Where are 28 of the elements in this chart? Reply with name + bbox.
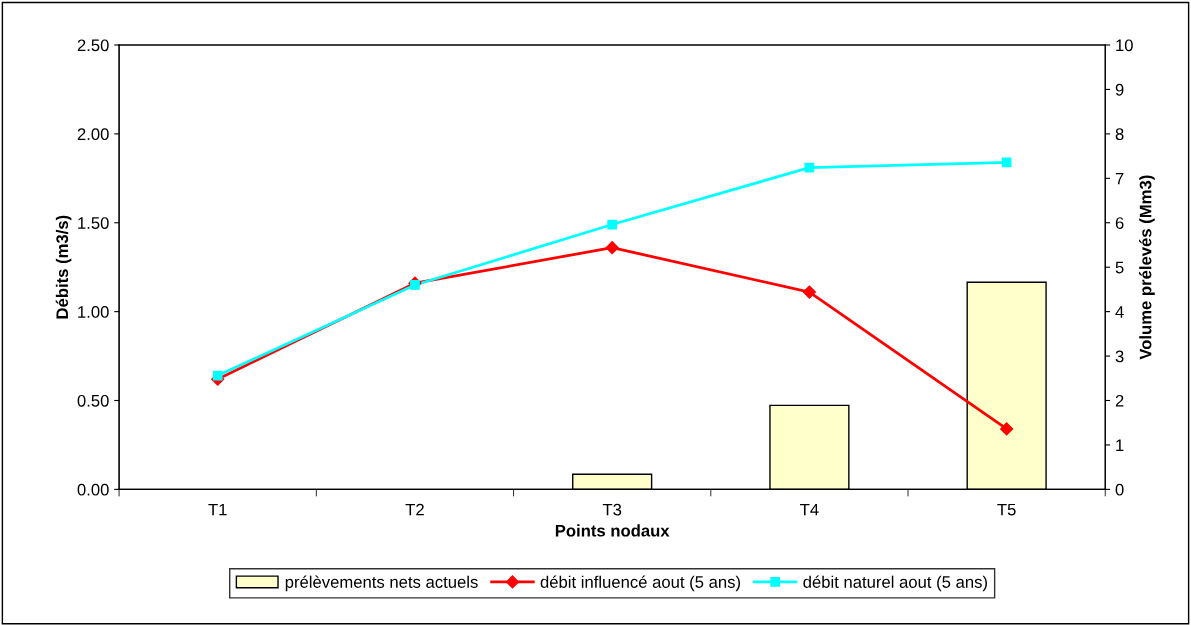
y2-tick-label: 6 — [1115, 217, 1124, 229]
y2-tick-label: 10 — [1116, 39, 1133, 52]
y2-tick-label: 5 — [1115, 261, 1124, 274]
x-tick-label: T5 — [997, 503, 1016, 516]
y2-tick-label: 8 — [1115, 128, 1124, 141]
x-axis-title: Points nodaux — [555, 524, 670, 537]
y-tick-label: 1.50 — [78, 217, 109, 229]
x-tick-label: T2 — [405, 503, 424, 516]
legend-label: débit influencé aout (5 ans) — [540, 575, 740, 592]
y-tick-label: 2.50 — [77, 39, 109, 52]
y-tick-label: 0.50 — [77, 394, 109, 407]
y-tick-label: 1.00 — [78, 306, 109, 318]
y2-tick-label: 2 — [1115, 394, 1124, 407]
x-tick-label: T1 — [208, 503, 227, 516]
y-tick-label: 0.00 — [77, 483, 109, 496]
y2-tick-label: 4 — [1115, 306, 1124, 318]
y2-axis-title: Volume prélevés (Mm3) — [1139, 175, 1155, 360]
legend-label: débit naturel aout (5 ans) — [803, 575, 987, 592]
legend-label: prélèvements nets actuels — [285, 575, 478, 592]
y2-tick-label: 9 — [1115, 83, 1124, 96]
y2-tick-label: 1 — [1116, 439, 1124, 451]
y-tick-label: 2.00 — [77, 128, 109, 141]
x-tick-label: T3 — [602, 503, 622, 516]
x-tick-label: T4 — [800, 503, 819, 516]
y2-tick-label: 3 — [1115, 350, 1124, 363]
y2-tick-label: 7 — [1115, 172, 1124, 185]
y2-tick-label: 0 — [1115, 483, 1124, 496]
y-axis-title: Débits (m3/s) — [55, 215, 72, 319]
